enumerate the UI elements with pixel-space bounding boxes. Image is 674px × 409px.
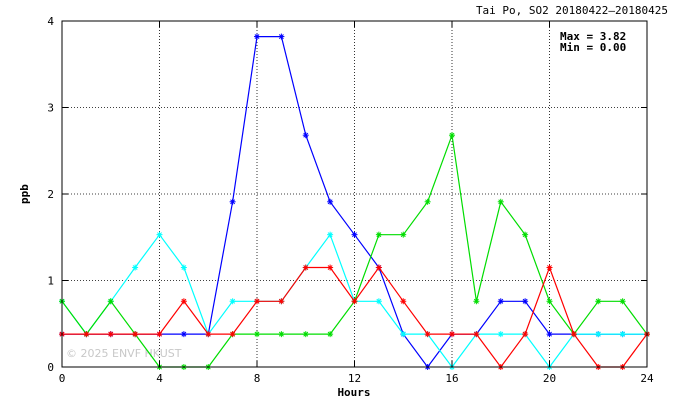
x-tick-label: 0 [59, 372, 66, 385]
data-point [302, 264, 309, 271]
x-tick-label: 16 [445, 372, 458, 385]
data-point [351, 298, 358, 305]
y-tick-label: 2 [47, 188, 54, 201]
data-point [449, 331, 455, 338]
data-point [375, 298, 382, 305]
data-point [302, 132, 309, 139]
x-tick-label: 20 [543, 372, 556, 385]
data-point [254, 298, 260, 305]
data-point [546, 264, 553, 271]
data-point [375, 231, 382, 238]
data-point [254, 33, 260, 40]
chart-title: Tai Po, SO2 20180422–20180425 [476, 4, 668, 17]
data-point [619, 331, 626, 338]
data-point [180, 298, 187, 305]
data-point [132, 264, 139, 271]
data-point [229, 198, 236, 205]
data-point [254, 331, 260, 338]
data-point [522, 298, 529, 305]
data-point [83, 331, 90, 338]
x-tick-label: 8 [254, 372, 261, 385]
y-tick-label: 1 [47, 275, 54, 288]
data-point [351, 231, 358, 238]
data-point [229, 298, 236, 305]
data-point [400, 298, 407, 305]
data-point [424, 331, 431, 338]
data-point [522, 231, 529, 238]
data-point [180, 264, 187, 271]
series-4 [59, 264, 650, 370]
data-point [497, 298, 504, 305]
grid [62, 21, 647, 367]
data-point [497, 198, 504, 205]
data-point [570, 331, 577, 338]
data-point [278, 33, 285, 40]
data-point [595, 298, 602, 305]
x-tick-label: 4 [156, 372, 163, 385]
y-tick-label: 0 [47, 361, 54, 374]
data-point [400, 231, 407, 238]
data-point [595, 331, 602, 338]
data-point [278, 298, 285, 305]
y-tick-label: 4 [47, 15, 54, 28]
x-tick-label: 12 [348, 372, 361, 385]
data-point [229, 331, 236, 338]
data-point [619, 298, 626, 305]
data-point [327, 264, 334, 271]
data-point [302, 331, 309, 338]
max-annotation: Max = 3.82 [560, 30, 626, 43]
data-point [107, 331, 114, 338]
x-tick-label: 24 [640, 372, 654, 385]
data-point [205, 331, 212, 338]
data-point [546, 298, 553, 305]
data-point [473, 298, 480, 305]
data-point [546, 331, 553, 338]
data-point [327, 198, 334, 205]
data-point [497, 331, 504, 338]
data-point [278, 331, 285, 338]
data-point [327, 231, 334, 238]
data-point [375, 264, 382, 271]
x-axis-label: Hours [337, 386, 370, 399]
data-point [180, 331, 187, 338]
data-point [107, 298, 114, 305]
data-point [449, 132, 455, 139]
y-axis-label: ppb [18, 184, 31, 204]
data-point [473, 331, 480, 338]
axis-ticks [61, 20, 648, 368]
data-point [522, 331, 529, 338]
y-tick-label: 3 [47, 102, 54, 115]
data-point [424, 198, 431, 205]
data-point [327, 331, 334, 338]
data-point [156, 231, 163, 238]
data-point [400, 331, 407, 338]
data-point [132, 331, 139, 338]
min-annotation: Min = 0.00 [560, 41, 626, 54]
data-point [156, 331, 163, 338]
watermark: © 2025 ENVF HKUST [66, 347, 182, 360]
